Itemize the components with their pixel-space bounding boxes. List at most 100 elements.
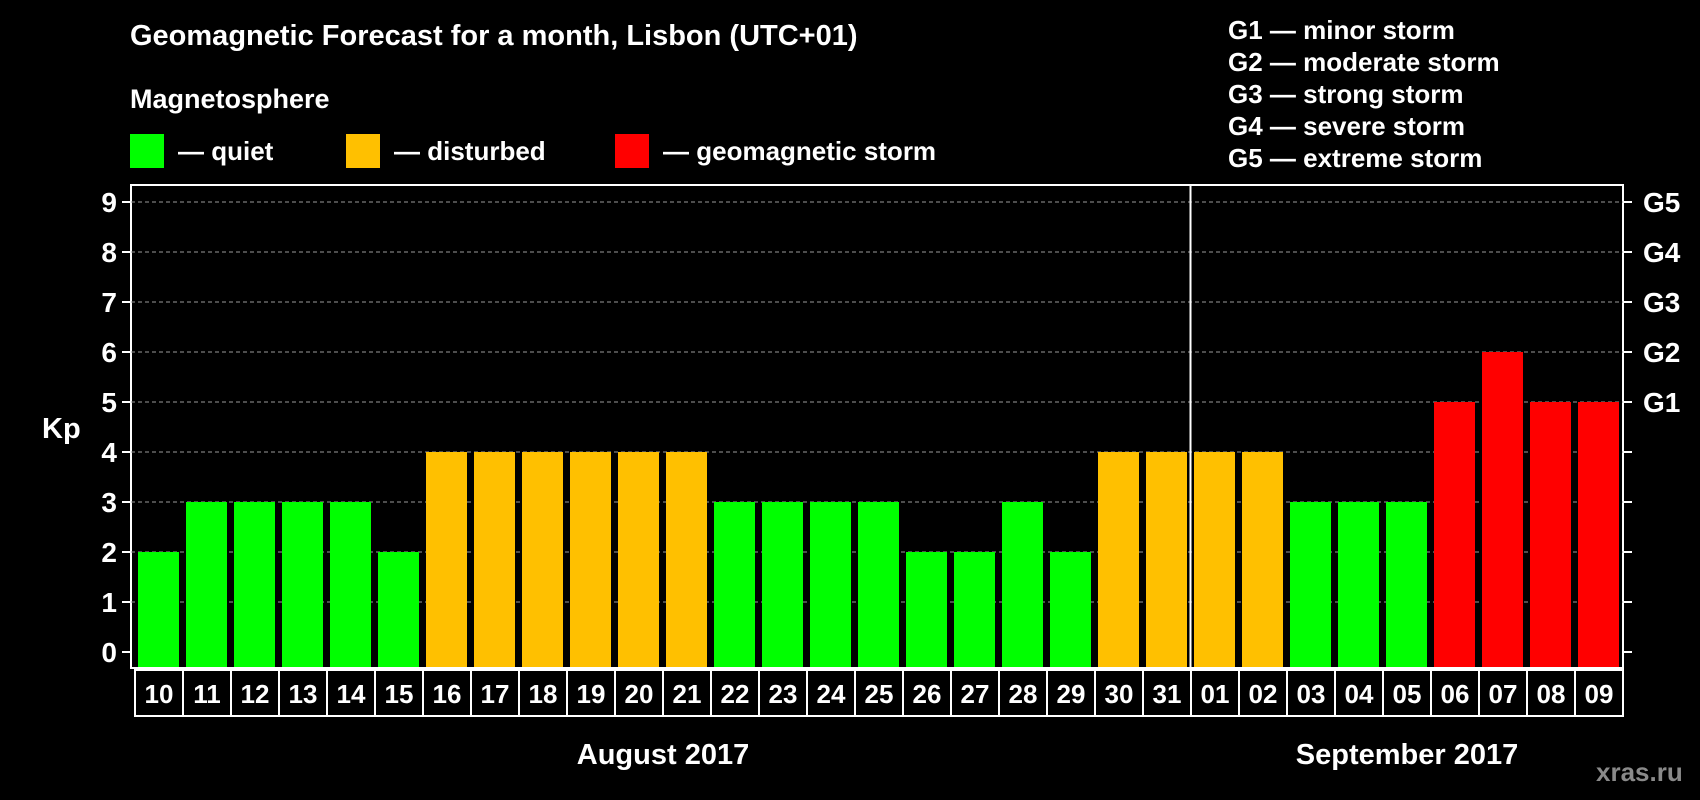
x-tick-label: 22: [721, 679, 750, 709]
x-tick-label: 02: [1249, 679, 1278, 709]
legend-label-disturbed: — disturbed: [394, 135, 546, 166]
kp-bar: [474, 452, 515, 667]
kp-bar: [1050, 552, 1091, 667]
kp-bar: [1290, 502, 1331, 667]
g-legend-item: G5 — extreme storm: [1228, 143, 1483, 173]
x-tick-label: 04: [1345, 679, 1374, 709]
legend-swatch-disturbed: [346, 134, 380, 168]
x-tick-label: 09: [1585, 679, 1614, 709]
kp-bar: [954, 552, 995, 667]
kp-bar: [666, 452, 707, 667]
legend-subtitle: Magnetosphere: [130, 84, 330, 114]
legend-item-storm: — geomagnetic storm: [615, 134, 936, 168]
kp-bar: [378, 552, 419, 667]
x-tick-label: 01: [1201, 679, 1230, 709]
g-legend-item: G3 — strong storm: [1228, 79, 1464, 109]
y-tick-label: 8: [101, 237, 117, 268]
x-tick-label: 25: [865, 679, 894, 709]
x-tick-label: 24: [817, 679, 846, 709]
x-tick-label: 11: [193, 679, 221, 709]
y-tick-label: 4: [101, 437, 117, 468]
g-legend-item: G1 — minor storm: [1228, 15, 1455, 45]
x-tick-label: 06: [1441, 679, 1470, 709]
x-tick-label: 26: [913, 679, 942, 709]
y-tick-label: 5: [101, 387, 117, 418]
kp-bar: [858, 502, 899, 667]
kp-bar: [1338, 502, 1379, 667]
g-scale-label: G4: [1643, 237, 1681, 268]
watermark: xras.ru: [1596, 757, 1683, 787]
g-scale-label: G1: [1643, 387, 1680, 418]
x-tick-label: 31: [1153, 679, 1182, 709]
x-tick-label: 15: [385, 679, 414, 709]
kp-bar: [1098, 452, 1139, 667]
x-tick-label: 07: [1489, 679, 1518, 709]
x-tick-label: 08: [1537, 679, 1566, 709]
x-tick-label: 03: [1297, 679, 1326, 709]
month-label: September 2017: [1296, 739, 1518, 771]
plot-frame: [130, 184, 1624, 669]
x-tick-label: 19: [577, 679, 606, 709]
kp-bar: [618, 452, 659, 667]
x-tick-label: 29: [1057, 679, 1086, 709]
kp-bar: [234, 502, 275, 667]
g-legend-item: G2 — moderate storm: [1228, 47, 1500, 77]
x-tick-label: 30: [1105, 679, 1134, 709]
kp-bar: [522, 452, 563, 667]
g-scale-label: G5: [1643, 187, 1680, 218]
kp-bar: [1146, 452, 1187, 667]
kp-bar: [426, 452, 467, 667]
legend-swatch-storm: [615, 134, 649, 168]
kp-bar: [1242, 452, 1283, 667]
legend-swatch-quiet: [130, 134, 164, 168]
kp-bar: [762, 502, 803, 667]
kp-bar: [1578, 402, 1619, 667]
y-tick-label: 9: [101, 187, 117, 218]
x-tick-label: 21: [673, 679, 702, 709]
chart-title: Geomagnetic Forecast for a month, Lisbon…: [130, 20, 858, 52]
legend-item-disturbed: — disturbed: [346, 134, 546, 168]
g-scale-label: G2: [1643, 337, 1680, 368]
date-box: [1574, 669, 1624, 717]
y-tick-label: 2: [101, 537, 117, 568]
x-tick-label: 27: [961, 679, 990, 709]
kp-bar: [810, 502, 851, 667]
x-tick-label: 17: [481, 679, 510, 709]
g-legend-item: G4 — severe storm: [1228, 111, 1466, 141]
x-tick-label: 23: [769, 679, 798, 709]
x-tick-label: 10: [145, 679, 174, 709]
y-tick-label: 6: [101, 337, 117, 368]
legend-label-quiet: — quiet: [178, 135, 274, 166]
y-tick-label: 0: [101, 637, 117, 668]
y-tick-label: 1: [101, 587, 117, 618]
kp-bar: [906, 552, 947, 667]
kp-bar: [1194, 452, 1235, 667]
y-axis-label: Kp: [42, 413, 81, 445]
kp-bar: [282, 502, 323, 667]
g-scale-legend: G1 — minor storm G2 — moderate storm G3 …: [1228, 14, 1500, 174]
x-tick-label: 20: [625, 679, 654, 709]
kp-bar: [1386, 502, 1427, 667]
kp-bar: [1482, 352, 1523, 667]
g-scale-label: G3: [1643, 287, 1680, 318]
kp-bar: [570, 452, 611, 667]
x-tick-label: 18: [529, 679, 558, 709]
legend-item-quiet: — quiet: [130, 134, 273, 168]
x-tick-label: 05: [1393, 679, 1422, 709]
kp-bar: [330, 502, 371, 667]
x-tick-label: 28: [1009, 679, 1038, 709]
kp-bar: [1434, 402, 1475, 667]
month-label: August 2017: [577, 739, 749, 771]
y-tick-label: 3: [101, 487, 117, 518]
x-tick-label: 12: [241, 679, 270, 709]
y-tick-label: 7: [101, 287, 117, 318]
kp-bar: [186, 502, 227, 667]
x-tick-label: 16: [433, 679, 462, 709]
kp-bar: [138, 552, 179, 667]
x-tick-label: 13: [289, 679, 318, 709]
kp-bar: [1530, 402, 1571, 667]
x-tick-label: 14: [337, 679, 366, 709]
legend-label-storm: — geomagnetic storm: [663, 135, 937, 166]
kp-bar: [1002, 502, 1043, 667]
